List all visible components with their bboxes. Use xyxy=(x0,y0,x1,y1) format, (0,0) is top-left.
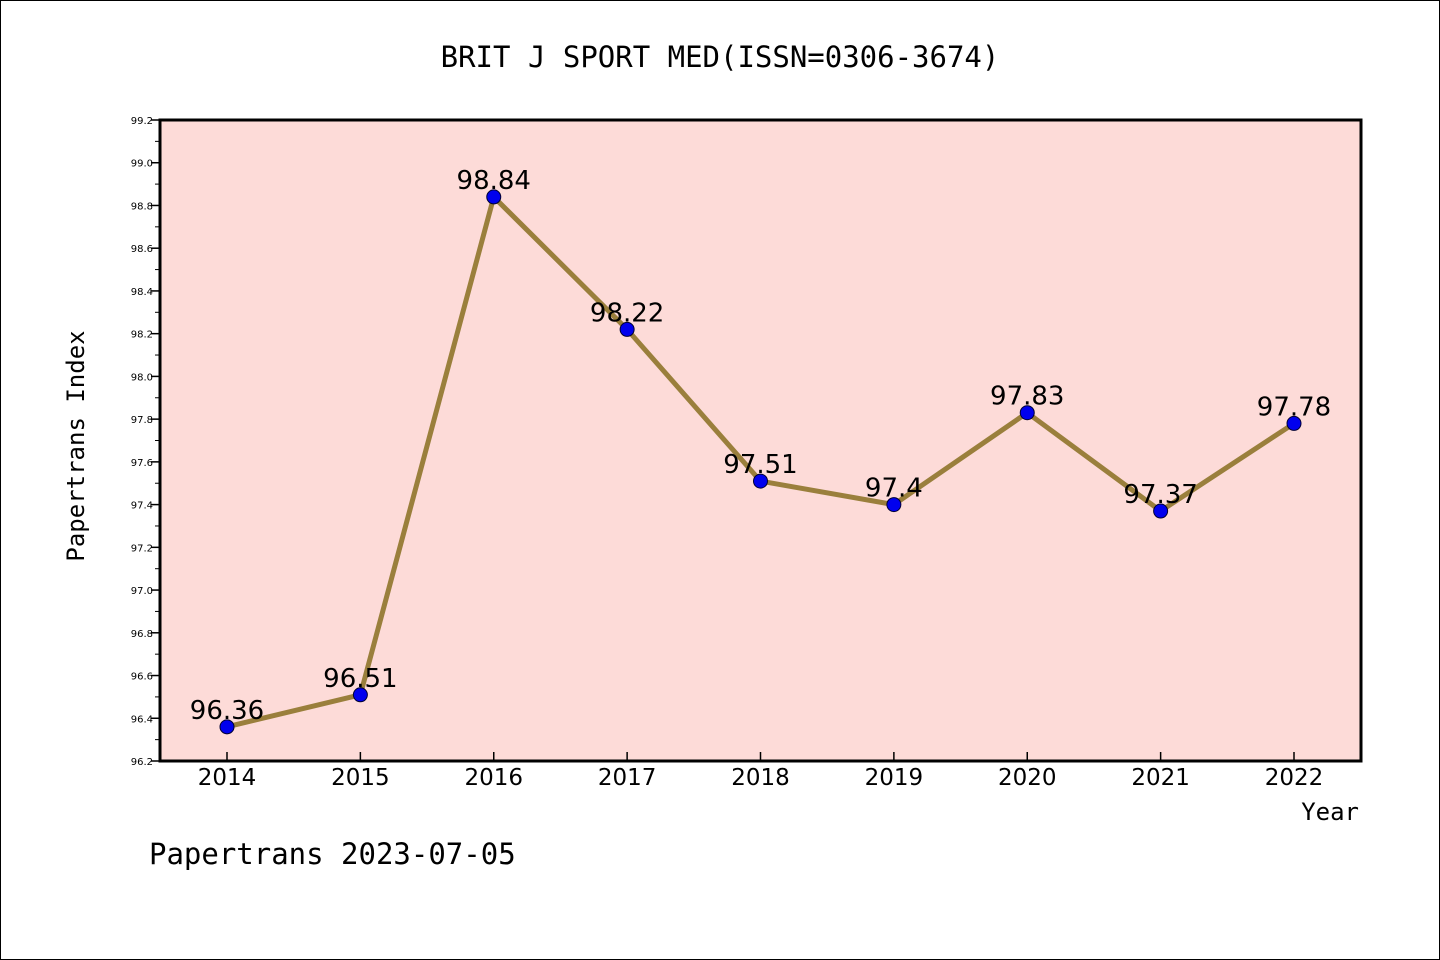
y-tick-label: 97.4 xyxy=(131,501,153,512)
data-point xyxy=(1286,415,1302,431)
data-markers xyxy=(219,189,1302,735)
data-label: 96.51 xyxy=(323,664,397,694)
data-point xyxy=(486,189,502,205)
x-tick-label: 2016 xyxy=(464,765,523,791)
data-label: 97.37 xyxy=(1123,480,1197,510)
data-label: 98.22 xyxy=(590,298,664,328)
y-tick-label: 96.2 xyxy=(131,757,153,768)
x-tick-label: 2017 xyxy=(598,765,657,791)
data-point xyxy=(619,321,635,337)
data-label: 97.4 xyxy=(865,474,923,504)
y-tick-label: 98.0 xyxy=(131,372,153,383)
data-point xyxy=(753,473,768,489)
y-tick-label: 97.0 xyxy=(131,586,153,597)
data-point xyxy=(1153,503,1169,519)
y-tick-label: 96.6 xyxy=(131,672,153,683)
y-tick-label: 96.8 xyxy=(131,629,153,640)
x-tick-label: 2014 xyxy=(198,765,257,791)
data-labels: 96.36 96.51 98.84 98.22 97.51 97.4 97.83 97.37 9… xyxy=(190,166,1331,726)
y-tick-label: 97.2 xyxy=(131,543,153,554)
y-tick-label: 98.2 xyxy=(131,330,153,341)
y-tick-label: 99.2 xyxy=(131,116,153,127)
y-axis: 96.2 96.4 96.6 96.8 97.0 97.2 97.4 97.6 97.8 98.0… xyxy=(131,116,160,768)
data-label: 97.51 xyxy=(723,450,797,480)
chart-title: BRIT J SPORT MED(ISSN=0306-3674) xyxy=(441,40,1000,74)
plot-area xyxy=(158,118,1363,763)
y-tick-label: 98.6 xyxy=(131,244,153,255)
x-axis-label: Year xyxy=(1301,798,1359,826)
y-tick-label: 97.6 xyxy=(131,458,153,469)
data-point xyxy=(352,687,368,703)
y-axis-label: Papertrans Index xyxy=(62,330,90,561)
data-point xyxy=(886,497,902,513)
x-tick-label: 2015 xyxy=(331,765,390,791)
y-tick-label: 99.0 xyxy=(131,159,153,170)
data-point xyxy=(219,719,235,735)
data-label: 97.78 xyxy=(1257,392,1331,422)
x-tick-label: 2021 xyxy=(1131,765,1190,791)
y-tick-label: 98.4 xyxy=(131,287,153,298)
data-point xyxy=(1019,405,1035,421)
x-axis: 2014 2015 2016 2017 2018 2019 2020 2021 2022 xyxy=(198,752,1324,791)
x-tick-label: 2022 xyxy=(1265,765,1324,791)
y-tick-label: 96.4 xyxy=(131,714,153,725)
footer-text: Papertrans 2023-07-05 xyxy=(149,837,516,871)
data-label: 97.83 xyxy=(990,382,1064,412)
x-tick-label: 2018 xyxy=(731,765,790,791)
x-tick-label: 2019 xyxy=(865,765,924,791)
y-tick-label: 98.8 xyxy=(131,201,153,212)
y-tick-label: 97.8 xyxy=(131,415,153,426)
data-label: 96.36 xyxy=(190,696,264,726)
data-label: 98.84 xyxy=(457,166,531,196)
x-tick-label: 2020 xyxy=(998,765,1057,791)
